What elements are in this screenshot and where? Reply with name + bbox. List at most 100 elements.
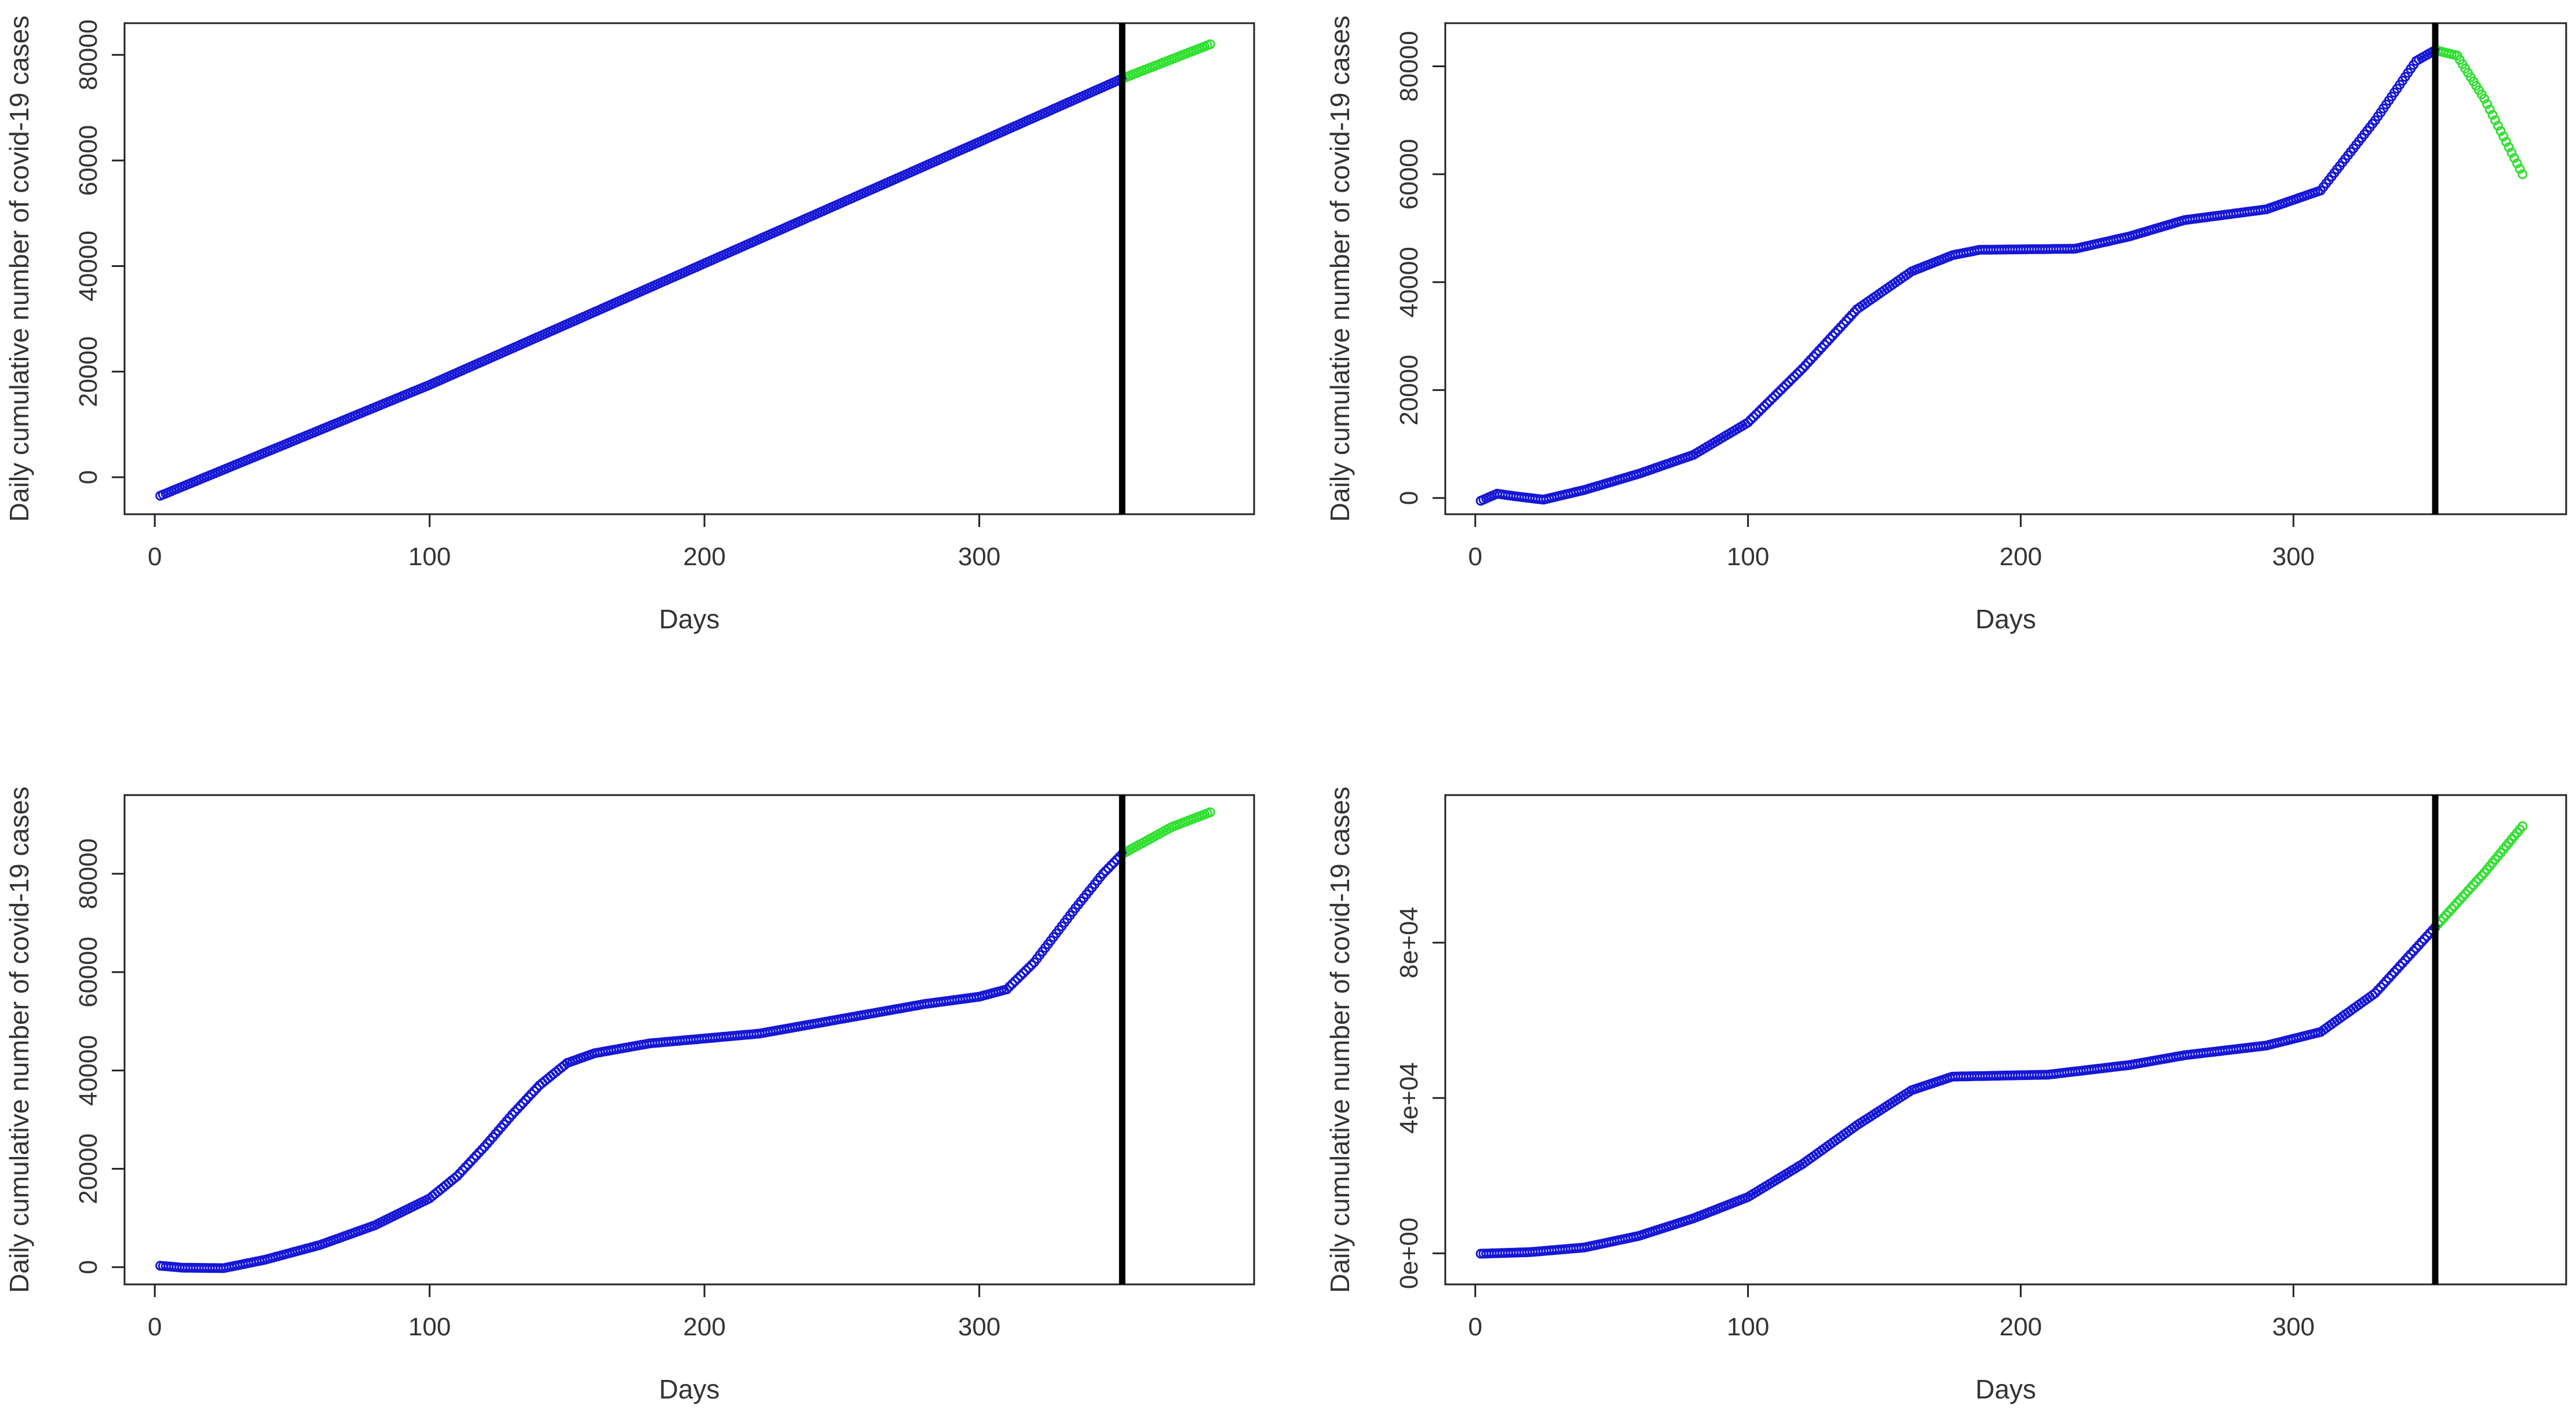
x-tick-label: 0 — [148, 543, 162, 571]
forecast-point — [1205, 39, 1215, 49]
y-tick-label: 0 — [74, 1260, 103, 1274]
y-tick-label: 60000 — [1395, 139, 1423, 210]
fitted-point — [1786, 374, 1797, 385]
fitted-point — [1751, 409, 1762, 420]
fitted-point — [529, 1086, 539, 1096]
y-tick-label: 40000 — [74, 230, 103, 301]
fitted-point — [1759, 401, 1770, 412]
x-axis-title: Days — [659, 604, 720, 634]
y-tick-label: 60000 — [74, 125, 103, 196]
fitted-point — [1104, 863, 1113, 873]
x-axis-title: Days — [659, 1374, 720, 1404]
fitted-point — [1002, 984, 1012, 994]
y-axis-title: Daily cumulative number of covid-19 case… — [4, 16, 34, 522]
x-axis-title: Days — [1975, 1374, 2036, 1404]
fitted-point — [1762, 398, 1772, 409]
y-tick-label: 4e+04 — [1395, 1062, 1423, 1134]
forecast-point — [2484, 104, 2495, 115]
fitted-point — [1778, 382, 1789, 393]
y-tick-label: 20000 — [1395, 354, 1423, 425]
forecast-point — [2487, 109, 2498, 120]
forecast-point — [2498, 131, 2509, 142]
plot-frame — [1444, 22, 2567, 515]
x-tick-label: 100 — [408, 543, 451, 571]
x-tick-label: 200 — [2000, 1313, 2042, 1341]
forecast-point — [2517, 169, 2528, 180]
forecast-point — [2515, 164, 2525, 174]
fitted-point — [1781, 379, 1791, 390]
fitted-point — [1764, 396, 1775, 406]
forecast-point — [2504, 142, 2514, 152]
fitted-point — [1098, 869, 1108, 879]
x-tick-label: 200 — [683, 1313, 725, 1341]
fitted-point — [1775, 385, 1786, 396]
forecast-point — [2479, 94, 2490, 104]
forecast-point — [2493, 120, 2503, 131]
forecast-point — [2512, 158, 2522, 169]
fitted-point — [1753, 407, 1764, 417]
fitted-point — [1018, 968, 1028, 978]
data-points — [1475, 821, 2528, 1259]
fitted-point — [1784, 377, 1794, 387]
forecast-point — [2490, 115, 2501, 126]
x-tick-label: 0 — [1468, 543, 1482, 571]
fitted-point — [1795, 366, 1805, 376]
data-points — [155, 39, 1215, 501]
fitted-point — [1767, 393, 1778, 404]
forecast-point — [1205, 807, 1215, 818]
x-tick-label: 0 — [1468, 1313, 1482, 1341]
forecast-point — [2482, 99, 2492, 109]
y-tick-label: 40000 — [1395, 247, 1423, 317]
fitted-point — [1773, 387, 1783, 398]
x-tick-label: 300 — [958, 543, 1000, 571]
forecast-point — [2517, 821, 2528, 832]
plot-frame — [1444, 794, 2567, 1286]
x-tick-label: 100 — [1727, 1313, 1769, 1341]
fitted-point — [1024, 962, 1034, 973]
x-tick-label: 200 — [683, 543, 725, 571]
fitted-point — [1770, 390, 1781, 401]
forecast-point — [2506, 148, 2517, 158]
fitted-point — [1789, 371, 1800, 382]
y-tick-label: 20000 — [74, 336, 103, 407]
fitted-point — [1007, 979, 1017, 989]
plot-frame — [123, 794, 1255, 1286]
fitted-point — [1743, 418, 1753, 428]
forecast-point — [2501, 137, 2511, 147]
y-tick-label: 0 — [74, 470, 103, 484]
fitted-point — [1748, 412, 1759, 422]
y-tick-label: 60000 — [74, 937, 103, 1008]
y-tick-label: 0e+00 — [1395, 1218, 1423, 1290]
y-tick-label: 80000 — [74, 839, 103, 909]
x-tick-label: 300 — [2272, 1313, 2314, 1341]
fitted-point — [1756, 404, 1767, 414]
chart-panel-4: 0 100 200 300 0e+00 4e+04 8e+04 Days Daily cumul… — [1325, 786, 2567, 1404]
forecast-point — [2509, 153, 2519, 163]
y-axis-title: Daily cumulative number of covid-19 case… — [4, 786, 34, 1292]
fitted-point — [1015, 971, 1026, 981]
x-tick-label: 0 — [148, 1313, 162, 1341]
plot-frame — [123, 22, 1255, 515]
x-tick-label: 300 — [958, 1313, 1000, 1341]
chart-panel-1: 0 100 200 300 0 20000 40000 60000 80000 Days Daily… — [4, 16, 1255, 634]
x-tick-label: 200 — [2000, 543, 2042, 571]
forecast-point — [2495, 126, 2506, 136]
x-tick-label: 100 — [1727, 543, 1769, 571]
y-tick-label: 20000 — [74, 1133, 103, 1204]
fitted-point — [1101, 866, 1111, 876]
fitted-point — [1792, 369, 1802, 379]
data-points — [1475, 45, 2528, 506]
y-tick-label: 80000 — [1395, 31, 1423, 101]
chart-panel-2: 0 100 200 300 0 20000 40000 60000 80000 Days Daily… — [1325, 16, 2567, 634]
x-tick-label: 300 — [2272, 543, 2314, 571]
y-tick-label: 0 — [1395, 491, 1423, 505]
fitted-point — [1021, 965, 1031, 976]
x-axis-title: Days — [1975, 604, 2036, 634]
chart-panel-3: 0 100 200 300 0 20000 40000 60000 80000 Days Daily… — [4, 786, 1255, 1404]
y-tick-label: 8e+04 — [1395, 907, 1423, 979]
fitted-point — [1106, 860, 1116, 870]
fitted-point — [1745, 415, 1756, 425]
y-axis-title: Daily cumulative number of covid-19 case… — [1325, 16, 1355, 522]
fitted-point — [1026, 960, 1037, 970]
